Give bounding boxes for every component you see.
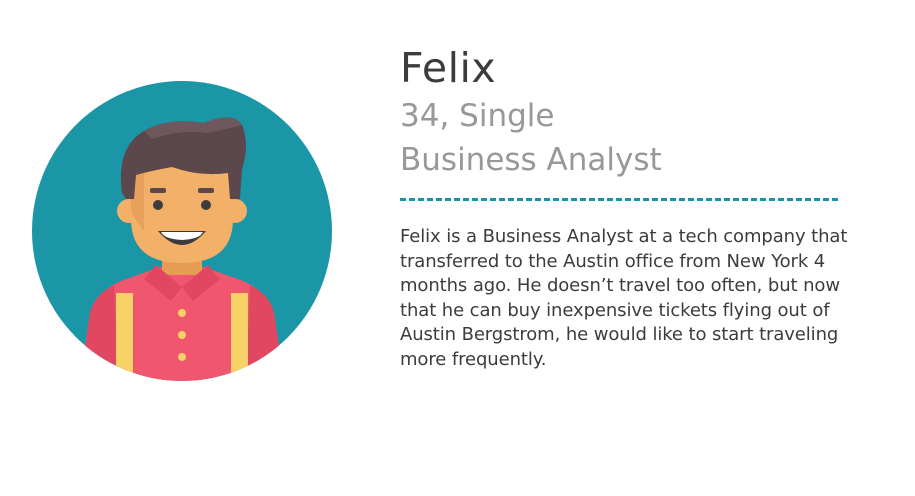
dashed-divider: [400, 198, 838, 201]
suspender-left: [116, 293, 133, 381]
persona-age-status: 34, Single: [400, 98, 555, 134]
persona-info: Felix 34, Single Business Analyst Felix …: [400, 42, 880, 390]
persona-name: Felix: [400, 44, 497, 92]
persona-occupation: Business Analyst: [400, 142, 662, 178]
suspender-right: [231, 293, 248, 381]
man-avatar-icon: [32, 81, 332, 381]
persona-bio: Felix is a Business Analyst at a tech co…: [400, 226, 848, 370]
face: [131, 159, 233, 263]
